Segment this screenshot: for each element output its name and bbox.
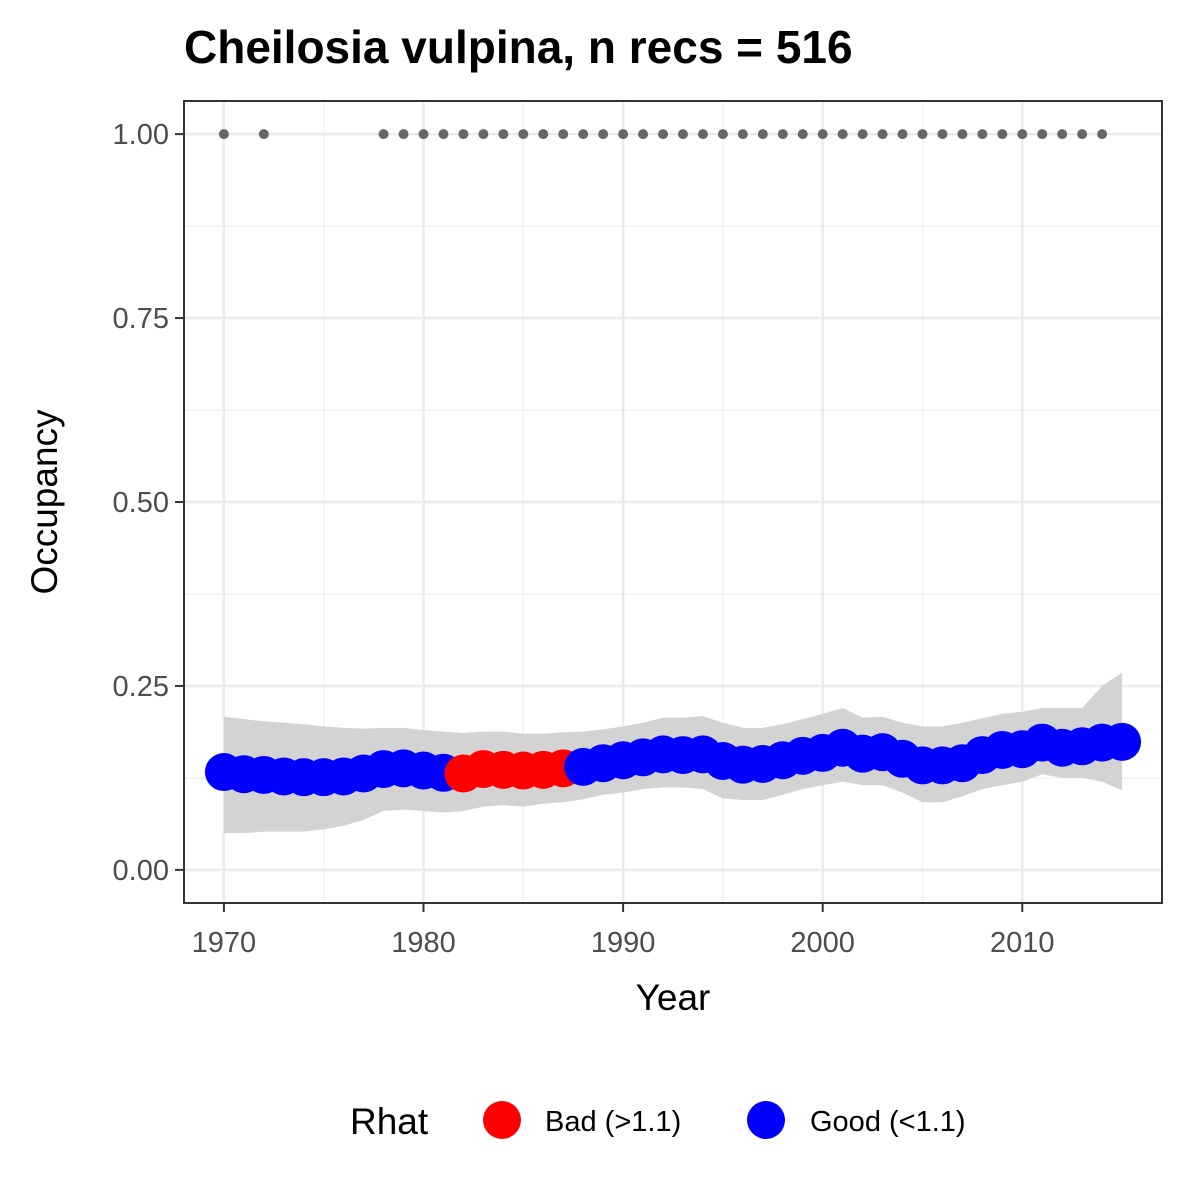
record-point [977,129,988,140]
occupancy-point [1103,722,1142,761]
legend-good-label: Good (<1.1) [810,1106,966,1138]
y-tick-label: 0.50 [113,487,169,519]
record-point [258,129,269,140]
record-points [218,129,1108,140]
record-point [578,129,589,140]
record-point [697,129,708,140]
record-point [558,129,569,140]
y-tick-label: 0.75 [113,303,169,335]
record-point [598,129,609,140]
record-point [478,129,489,140]
record-point [737,129,748,140]
x-tick-label: 1970 [192,927,257,959]
chart-title: Cheilosia vulpina, n recs = 516 [184,21,853,73]
record-point [997,129,1008,140]
record-point [1017,129,1028,140]
legend-bad-swatch [483,1101,521,1139]
record-point [538,129,549,140]
record-point [817,129,828,140]
record-point [218,129,229,140]
record-point [618,129,629,140]
record-point [897,129,908,140]
record-point [757,129,768,140]
record-point [438,129,449,140]
record-point [717,129,728,140]
record-point [677,129,688,140]
record-point [398,129,409,140]
y-axis: 0.00 0.25 0.50 0.75 1.00 [113,119,184,887]
y-tick-label: 1.00 [113,119,169,151]
record-point [518,129,529,140]
record-point [498,129,509,140]
record-point [458,129,469,140]
record-point [837,129,848,140]
occupancy-points [204,722,1142,797]
record-point [937,129,948,140]
record-point [658,129,669,140]
record-point [378,129,389,140]
record-point [1077,129,1088,140]
record-point [418,129,429,140]
record-point [957,129,968,140]
legend-bad-label: Bad (>1.1) [545,1106,681,1138]
record-point [1037,129,1048,140]
record-point [777,129,788,140]
y-tick-label: 0.25 [113,671,169,703]
x-tick-label: 2010 [990,927,1055,959]
record-point [857,129,868,140]
record-point [877,129,888,140]
record-point [1057,129,1068,140]
x-tick-label: 1990 [591,927,656,959]
legend: Rhat Bad (>1.1) Good (<1.1) [350,1101,966,1142]
y-tick-label: 0.00 [113,855,169,887]
legend-title: Rhat [350,1101,429,1142]
x-tick-label: 1980 [391,927,456,959]
x-axis: 1970 1980 1990 2000 2010 [192,903,1055,959]
legend-good-swatch [747,1101,785,1139]
record-point [797,129,808,140]
x-axis-title: Year [636,977,711,1018]
y-axis-title: Occupancy [24,409,65,595]
record-point [917,129,928,140]
record-point [1097,129,1108,140]
record-point [638,129,649,140]
x-tick-label: 2000 [790,927,855,959]
